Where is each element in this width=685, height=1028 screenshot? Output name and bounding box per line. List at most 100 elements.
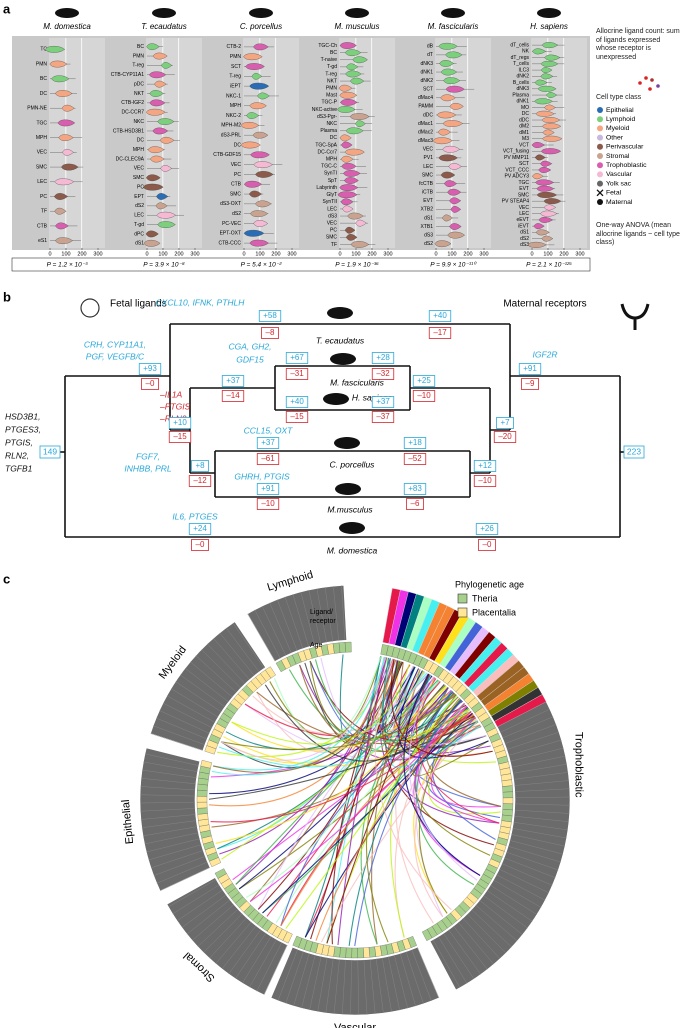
lost-genes: –PTGIS xyxy=(159,401,191,411)
cell-type-label: dS3 xyxy=(328,213,337,219)
x-tick-label: 200 xyxy=(271,251,280,257)
ring-divider xyxy=(490,885,538,915)
count-box xyxy=(285,396,309,408)
cell-type-label: Plasma xyxy=(320,128,337,134)
gained-genes: CGA, GH2, xyxy=(229,341,272,351)
chord xyxy=(395,676,434,924)
cell-type-label: MPH xyxy=(230,103,242,109)
ring-label: Age xyxy=(310,642,323,649)
class-label: Epithelial xyxy=(120,799,136,845)
cell-type-label: PAMM xyxy=(418,104,433,110)
ring-divider xyxy=(471,909,512,948)
violin xyxy=(246,112,259,119)
ring-divider xyxy=(153,856,206,876)
cell-type-label: BC xyxy=(330,50,337,56)
violin xyxy=(447,188,462,196)
violin xyxy=(257,92,270,100)
p-value: P = 1.9 × 10⁻³⁶ xyxy=(335,262,379,269)
cell-type-label: VEC xyxy=(37,150,48,156)
cell-type-label: BC xyxy=(40,76,47,82)
legend-icon-dot xyxy=(648,87,652,91)
cell-type-label: DC xyxy=(234,142,242,148)
age-label: Theria xyxy=(472,593,498,603)
ring-divider xyxy=(438,936,468,984)
ring-divider xyxy=(284,596,304,649)
legend-label: Yolk sac xyxy=(606,180,632,187)
violin xyxy=(149,90,164,97)
chord xyxy=(235,679,439,885)
cell-type-label: dB xyxy=(427,44,434,50)
violin xyxy=(341,141,353,149)
violin xyxy=(344,49,361,57)
count-label: +8 xyxy=(195,461,205,470)
violin xyxy=(537,85,557,92)
chord xyxy=(390,679,482,768)
count-label: +40 xyxy=(433,311,447,320)
ring-divider xyxy=(168,879,217,908)
count-box xyxy=(518,363,542,375)
ring-divider xyxy=(175,681,222,713)
count-label: +12 xyxy=(478,461,492,470)
violin xyxy=(152,127,169,135)
x-tick-label: 0 xyxy=(338,251,341,257)
cell-type-label: dMac4 xyxy=(418,95,433,101)
violin xyxy=(538,167,552,173)
cell-type-label: DC xyxy=(40,91,48,97)
ring-divider xyxy=(159,710,210,734)
plot-area xyxy=(146,38,202,248)
ring-divider xyxy=(153,725,205,745)
cell-type-label: EVT xyxy=(519,186,529,192)
violin xyxy=(255,171,274,178)
legend-swatch xyxy=(597,125,603,132)
cell-type-label: PV STEAP4 xyxy=(502,199,529,205)
violin xyxy=(540,73,554,80)
violin xyxy=(253,220,268,227)
x-tick-label: 200 xyxy=(463,251,472,257)
count-label: +28 xyxy=(376,353,390,362)
x-tick-label: 100 xyxy=(351,251,360,257)
count-box xyxy=(168,431,192,443)
cell-type-label: B_cells xyxy=(513,80,530,86)
ring-divider xyxy=(502,716,554,739)
count-box xyxy=(412,390,436,402)
ring-divider xyxy=(501,863,553,886)
violin xyxy=(255,200,272,208)
violin xyxy=(541,117,561,123)
count-label: +37 xyxy=(226,376,240,385)
count-label: –32 xyxy=(376,369,390,378)
ring-divider xyxy=(309,956,322,1011)
ring-divider xyxy=(506,851,559,871)
violin xyxy=(54,193,68,200)
violin xyxy=(443,77,461,84)
legend-label: Myeloid xyxy=(606,125,630,132)
violin xyxy=(442,120,463,127)
species-icon xyxy=(334,437,360,449)
violin xyxy=(145,230,159,238)
ring-divider xyxy=(308,589,321,644)
chord xyxy=(264,684,462,762)
species-name: C. porcellus xyxy=(330,459,376,469)
ring-divider xyxy=(496,874,546,901)
count-box xyxy=(371,396,395,408)
violin xyxy=(49,60,68,68)
age-cell xyxy=(339,947,347,958)
cell-type-label: LEC xyxy=(37,179,47,185)
ring-segment xyxy=(166,877,288,996)
cell-type-label: Mast xyxy=(326,93,337,99)
violin xyxy=(449,197,461,205)
legend-label: Stromal xyxy=(606,153,630,160)
cell-type-label: NKT xyxy=(327,78,337,84)
age-cell xyxy=(292,935,303,948)
cell-type-label: VEC xyxy=(327,220,338,226)
x-tick-label: 200 xyxy=(559,251,568,257)
cell-type-label: DC-CCR7 xyxy=(122,110,145,116)
count-box xyxy=(496,417,514,429)
cell-type-label: VEC xyxy=(519,205,530,211)
ring-divider xyxy=(146,838,200,853)
ring-divider xyxy=(180,674,226,708)
ring-divider xyxy=(301,954,316,1009)
p-value: P = 9.9 × 10⁻¹¹⁰ xyxy=(430,262,477,269)
ring-divider xyxy=(399,953,416,1007)
cell-type-label: SMC xyxy=(133,175,145,181)
count-box xyxy=(475,523,499,535)
